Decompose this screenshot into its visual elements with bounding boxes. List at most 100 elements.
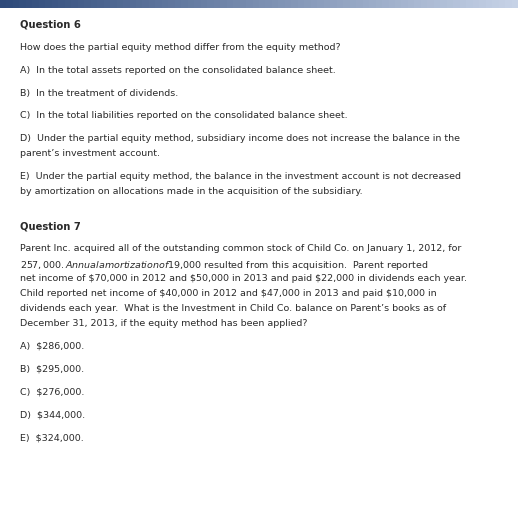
Text: D)  $344,000.: D) $344,000. bbox=[20, 410, 85, 419]
Bar bbox=[188, 0, 194, 8]
Bar bbox=[337, 0, 343, 8]
Text: B)  $295,000.: B) $295,000. bbox=[20, 365, 84, 374]
Bar bbox=[395, 0, 401, 8]
Bar bbox=[460, 0, 466, 8]
Bar bbox=[486, 0, 492, 8]
Text: parent’s investment account.: parent’s investment account. bbox=[20, 149, 160, 158]
Bar bbox=[356, 0, 363, 8]
Bar bbox=[175, 0, 181, 8]
Text: D)  Under the partial equity method, subsidiary income does not increase the bal: D) Under the partial equity method, subs… bbox=[20, 134, 459, 143]
Text: dividends each year.  What is the Investment in Child Co. balance on Parent’s bo: dividends each year. What is the Investm… bbox=[20, 304, 446, 313]
Bar bbox=[155, 0, 162, 8]
Bar bbox=[149, 0, 155, 8]
Bar bbox=[285, 0, 291, 8]
Bar bbox=[363, 0, 369, 8]
Bar bbox=[130, 0, 136, 8]
Bar bbox=[201, 0, 207, 8]
Bar bbox=[447, 0, 453, 8]
Text: C)  In the total liabilities reported on the consolidated balance sheet.: C) In the total liabilities reported on … bbox=[20, 111, 347, 120]
Bar bbox=[498, 0, 505, 8]
Bar bbox=[117, 0, 123, 8]
Bar bbox=[369, 0, 376, 8]
Text: E)  Under the partial equity method, the balance in the investment account is no: E) Under the partial equity method, the … bbox=[20, 172, 461, 181]
Bar bbox=[305, 0, 311, 8]
Bar bbox=[168, 0, 175, 8]
Bar bbox=[440, 0, 447, 8]
Bar bbox=[246, 0, 253, 8]
Text: $257,000.  Annual amortization of $19,000 resulted from this acquisition.  Paren: $257,000. Annual amortization of $19,000… bbox=[20, 259, 428, 272]
Bar bbox=[32, 0, 39, 8]
Text: December 31, 2013, if the equity method has been applied?: December 31, 2013, if the equity method … bbox=[20, 319, 307, 328]
Bar bbox=[388, 0, 395, 8]
Bar bbox=[272, 0, 279, 8]
Bar bbox=[213, 0, 220, 8]
Bar bbox=[78, 0, 84, 8]
Bar bbox=[6, 0, 13, 8]
Bar bbox=[492, 0, 498, 8]
Bar bbox=[123, 0, 130, 8]
Bar bbox=[512, 0, 518, 8]
Bar bbox=[350, 0, 356, 8]
Bar bbox=[142, 0, 149, 8]
Bar bbox=[311, 0, 317, 8]
Text: A)  $286,000.: A) $286,000. bbox=[20, 342, 84, 351]
Bar bbox=[401, 0, 408, 8]
Text: Parent Inc. acquired all of the outstanding common stock of Child Co. on January: Parent Inc. acquired all of the outstand… bbox=[20, 244, 461, 253]
Text: Question 6: Question 6 bbox=[20, 20, 81, 30]
Bar bbox=[20, 0, 26, 8]
Bar bbox=[52, 0, 59, 8]
Bar bbox=[71, 0, 78, 8]
Bar bbox=[408, 0, 414, 8]
Bar bbox=[382, 0, 388, 8]
Bar bbox=[227, 0, 233, 8]
Bar bbox=[162, 0, 168, 8]
Bar bbox=[207, 0, 214, 8]
Bar bbox=[39, 0, 46, 8]
Bar bbox=[505, 0, 511, 8]
Bar bbox=[65, 0, 71, 8]
Bar bbox=[265, 0, 272, 8]
Bar bbox=[473, 0, 479, 8]
Bar bbox=[136, 0, 142, 8]
Bar bbox=[46, 0, 52, 8]
Bar bbox=[427, 0, 434, 8]
Text: by amortization on allocations made in the acquisition of the subsidiary.: by amortization on allocations made in t… bbox=[20, 187, 362, 196]
Bar bbox=[97, 0, 104, 8]
Text: Child reported net income of $40,000 in 2012 and $47,000 in 2013 and paid $10,00: Child reported net income of $40,000 in … bbox=[20, 289, 436, 298]
Bar bbox=[414, 0, 421, 8]
Bar bbox=[220, 0, 227, 8]
Text: net income of $70,000 in 2012 and $50,000 in 2013 and paid $22,000 in dividends : net income of $70,000 in 2012 and $50,00… bbox=[20, 274, 467, 283]
Bar bbox=[466, 0, 472, 8]
Text: B)  In the treatment of dividends.: B) In the treatment of dividends. bbox=[20, 89, 178, 98]
Bar bbox=[291, 0, 298, 8]
Text: C)  $276,000.: C) $276,000. bbox=[20, 387, 84, 396]
Text: E)  $324,000.: E) $324,000. bbox=[20, 433, 83, 442]
Bar bbox=[13, 0, 20, 8]
Bar bbox=[91, 0, 97, 8]
Bar bbox=[58, 0, 65, 8]
Text: Question 7: Question 7 bbox=[20, 221, 80, 231]
Bar bbox=[317, 0, 324, 8]
Bar bbox=[279, 0, 285, 8]
Bar bbox=[26, 0, 32, 8]
Bar bbox=[298, 0, 304, 8]
Bar bbox=[376, 0, 382, 8]
Bar bbox=[110, 0, 117, 8]
Bar bbox=[453, 0, 460, 8]
Bar bbox=[253, 0, 259, 8]
Text: How does the partial equity method differ from the equity method?: How does the partial equity method diffe… bbox=[20, 43, 340, 52]
Bar bbox=[233, 0, 239, 8]
Bar bbox=[330, 0, 337, 8]
Bar bbox=[434, 0, 440, 8]
Bar bbox=[259, 0, 265, 8]
Bar bbox=[104, 0, 110, 8]
Bar bbox=[181, 0, 188, 8]
Bar bbox=[0, 0, 6, 8]
Bar bbox=[239, 0, 246, 8]
Bar bbox=[343, 0, 350, 8]
Bar bbox=[479, 0, 486, 8]
Bar bbox=[324, 0, 330, 8]
Text: A)  In the total assets reported on the consolidated balance sheet.: A) In the total assets reported on the c… bbox=[20, 66, 336, 75]
Bar bbox=[421, 0, 427, 8]
Bar bbox=[194, 0, 201, 8]
